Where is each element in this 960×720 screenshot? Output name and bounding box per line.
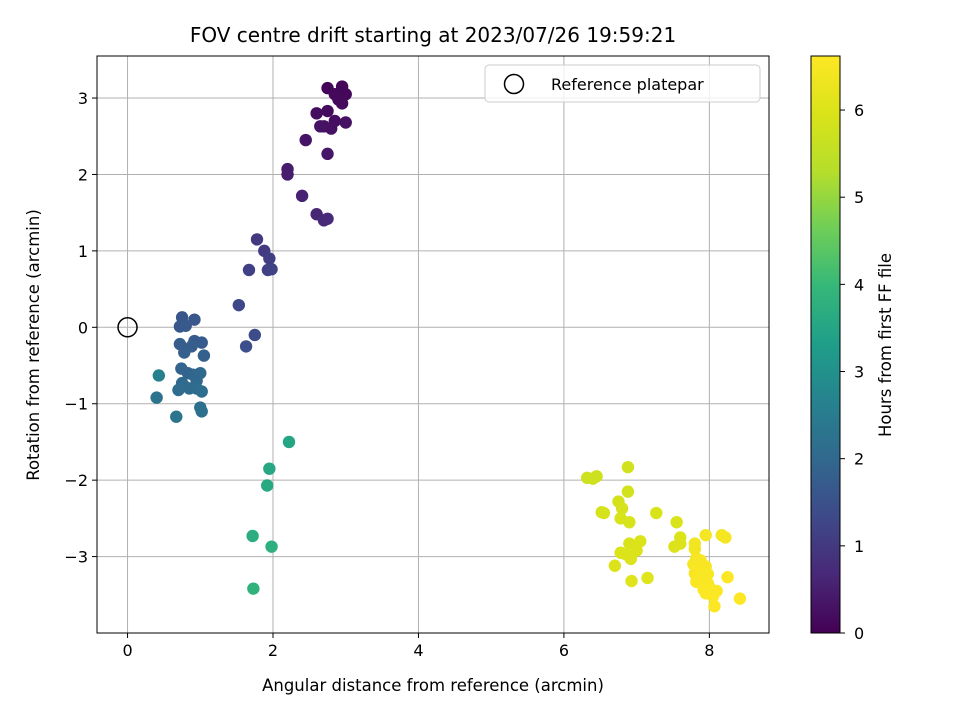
data-point bbox=[246, 529, 259, 543]
x-tick-label: 0 bbox=[122, 641, 132, 660]
data-point bbox=[321, 212, 334, 225]
data-point bbox=[708, 600, 721, 613]
data-point bbox=[670, 515, 683, 529]
data-point bbox=[197, 349, 211, 362]
data-point bbox=[178, 346, 191, 359]
data-point bbox=[339, 116, 352, 129]
data-point bbox=[299, 133, 312, 147]
data-point bbox=[625, 574, 638, 588]
colorbar-gradient bbox=[810, 55, 841, 634]
data-point bbox=[263, 252, 276, 265]
data-point bbox=[250, 233, 264, 246]
data-point bbox=[260, 479, 274, 492]
data-point bbox=[263, 462, 276, 475]
data-point bbox=[281, 168, 294, 181]
data-point bbox=[247, 582, 260, 595]
legend-marker-circle bbox=[503, 73, 525, 95]
data-point bbox=[624, 552, 638, 566]
data-point bbox=[150, 391, 163, 404]
data-point bbox=[597, 506, 611, 520]
colorbar-tick-label: 0 bbox=[854, 624, 864, 643]
chart-title: FOV centre drift starting at 2023/07/26 … bbox=[190, 23, 676, 47]
data-point bbox=[242, 263, 256, 277]
y-tick-label: −3 bbox=[64, 548, 88, 567]
y-tick-label: −1 bbox=[64, 395, 88, 414]
data-point bbox=[172, 383, 185, 397]
x-tick-label: 6 bbox=[559, 641, 569, 660]
data-point bbox=[719, 531, 732, 544]
data-point bbox=[195, 405, 208, 418]
grid-lines bbox=[97, 56, 769, 633]
y-tick-label: 3 bbox=[78, 89, 88, 108]
data-point bbox=[188, 313, 201, 326]
legend-box bbox=[484, 64, 761, 103]
data-point bbox=[674, 537, 687, 550]
data-point bbox=[699, 528, 712, 542]
colorbar-tick-label: 5 bbox=[854, 188, 864, 207]
data-point bbox=[335, 97, 349, 110]
x-tick-label: 4 bbox=[413, 641, 423, 660]
data-point bbox=[321, 104, 334, 118]
plot-background bbox=[97, 56, 769, 633]
colorbar-tick-label: 1 bbox=[854, 537, 864, 556]
data-point bbox=[265, 540, 278, 553]
data-point bbox=[650, 506, 663, 520]
x-tick-label: 8 bbox=[704, 641, 714, 660]
y-tick-label: 1 bbox=[78, 242, 88, 261]
x-tick-label: 2 bbox=[268, 641, 278, 660]
data-point bbox=[295, 189, 309, 203]
plot-frame bbox=[96, 55, 770, 634]
colorbar-tick-label: 2 bbox=[854, 450, 864, 469]
data-point bbox=[239, 340, 253, 353]
data-point bbox=[733, 592, 747, 605]
data-point bbox=[590, 470, 603, 483]
colorbar-label: Hours from first FF file bbox=[876, 253, 895, 437]
data-point bbox=[265, 263, 278, 276]
data-point bbox=[688, 542, 702, 556]
data-point bbox=[170, 410, 183, 423]
x-axis-label: Angular distance from reference (arcmin) bbox=[262, 676, 604, 695]
colorbar: 0 1 2 3 4 5 6 Hours from first FF file bbox=[810, 55, 895, 643]
x-axis-ticks: 0 2 4 6 8 bbox=[122, 633, 714, 660]
data-point bbox=[195, 336, 208, 349]
y-tick-label: −2 bbox=[64, 471, 88, 490]
data-point bbox=[623, 515, 636, 529]
data-point bbox=[195, 385, 208, 398]
data-point bbox=[321, 147, 334, 161]
y-axis-label: Rotation from reference (arcmin) bbox=[24, 209, 43, 481]
data-point bbox=[232, 298, 246, 312]
data-point bbox=[721, 571, 734, 584]
data-point bbox=[621, 460, 635, 474]
legend-label: Reference platepar bbox=[551, 75, 704, 94]
data-point bbox=[608, 559, 622, 572]
colorbar-ticks: 0 1 2 3 4 5 6 bbox=[840, 101, 864, 643]
data-point bbox=[314, 120, 327, 133]
data-point bbox=[179, 319, 192, 332]
legend: Reference platepar bbox=[484, 64, 761, 103]
data-points bbox=[150, 80, 747, 613]
data-point bbox=[641, 571, 654, 585]
data-point bbox=[706, 590, 720, 603]
data-point bbox=[324, 122, 338, 135]
data-point bbox=[615, 502, 629, 515]
data-point bbox=[152, 369, 166, 382]
plot-area bbox=[96, 55, 770, 634]
y-axis-ticks: −3 −2 −1 0 1 2 3 bbox=[64, 89, 97, 567]
data-point bbox=[621, 485, 635, 498]
data-point bbox=[310, 107, 323, 120]
colorbar-tick-label: 3 bbox=[854, 363, 864, 382]
colorbar-tick-label: 4 bbox=[854, 275, 864, 294]
reference-point-marker bbox=[117, 317, 138, 338]
data-point bbox=[282, 435, 296, 449]
reference-marker bbox=[117, 317, 138, 338]
y-tick-label: 2 bbox=[78, 165, 88, 184]
data-point bbox=[248, 328, 262, 342]
y-tick-label: 0 bbox=[78, 318, 88, 337]
colorbar-tick-label: 6 bbox=[854, 101, 864, 120]
